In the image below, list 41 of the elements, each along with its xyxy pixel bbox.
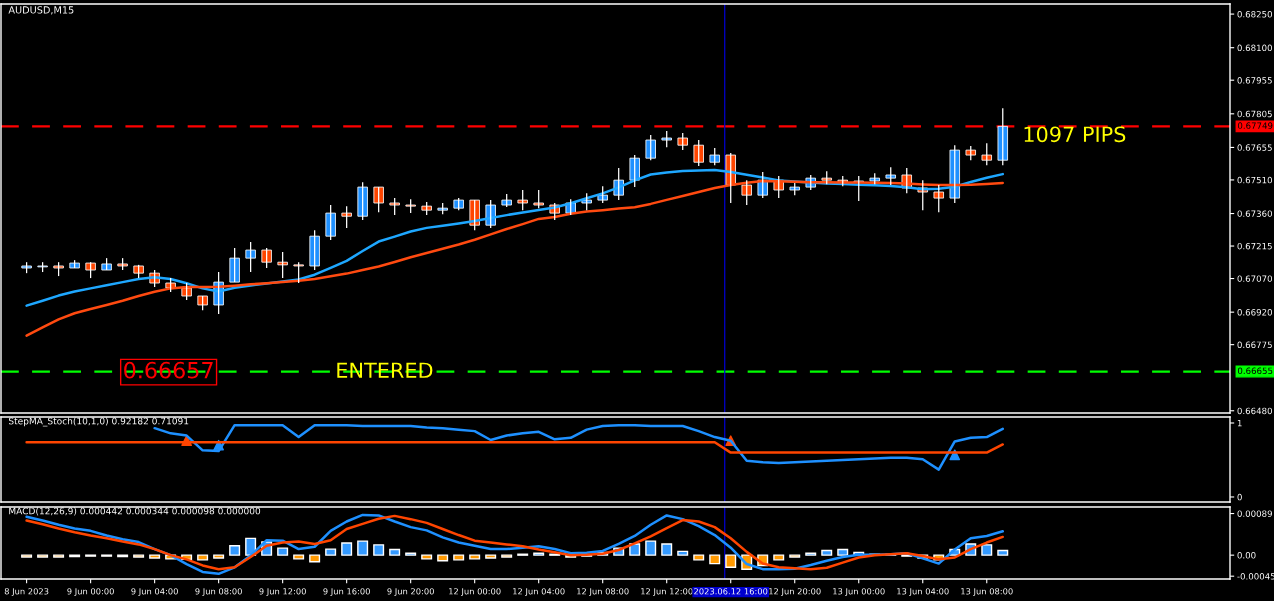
ref-line-label: 0.66655 [1237,367,1273,375]
y-tick-label: 1 [1237,419,1242,427]
chart-title: MACD(12,26,9) 0.000442 0.000344 0.000098 0.000000 [9,507,261,516]
x-tick-label: 12 Jun 20:00 [769,588,821,597]
x-tick-label: 9 Jun 04:00 [131,588,178,597]
y-tick-label: 0.00 [1237,552,1256,559]
x-tick-label: 13 Jun 08:00 [961,588,1013,597]
x-tick-label: 9 Jun 00:00 [67,588,114,597]
x-tick-label: 9 Jun 12:00 [259,588,306,597]
y-tick-label: 0 [1237,493,1242,501]
y-tick-label: 0.67955 [1237,77,1272,84]
y-tick-label: 0.67510 [1237,176,1272,184]
y-tick-label: 0.66775 [1237,341,1272,349]
text: 1097 PIPS [1024,126,1126,143]
ref-line-label: 0.67749 [1237,122,1273,129]
chart-title: AUDUSD,M15 [8,6,74,15]
x-tick-label: 13 Jun 04:00 [897,588,949,597]
y-tick-label: 0.67360 [1237,210,1272,217]
y-tick-label: 0.68250 [1237,10,1272,18]
y-tick-label: 0.00089 [1237,510,1272,517]
x-tick-label: 8 Jun 2023 [4,588,49,597]
x-tick-label: 9 Jun 08:00 [195,588,242,597]
x-tick-label: 2023.06.12 16:00 [694,588,768,595]
y-tick-label: 0.68100 [1237,44,1272,52]
chart-title: StepMA_Stoch(10,1,0) 0.92182 0.71091 [8,417,189,427]
x-tick-label: 12 Jun 12:00 [641,588,693,597]
x-tick-label: 12 Jun 04:00 [513,588,565,597]
y-tick-label: 0.66920 [1237,309,1272,316]
y-tick-label: 0.67215 [1237,242,1272,250]
x-tick-label: 12 Jun 08:00 [577,588,629,597]
annotation: 0.66657 [124,361,213,379]
annotation: ENTERED [337,362,433,378]
y-tick-label: 0.67655 [1237,144,1272,151]
y-tick-label: -0.00045 [1237,573,1274,580]
y-tick-label: 0.66480 [1237,407,1272,415]
x-tick-label: 9 Jun 16:00 [323,588,370,597]
y-tick-label: 0.67805 [1237,110,1272,118]
x-tick-label: 9 Jun 20:00 [387,588,434,597]
x-tick-label: 13 Jun 00:00 [833,588,885,597]
y-tick-label: 0.67070 [1237,275,1272,282]
x-tick-label: 12 Jun 00:00 [449,588,501,597]
